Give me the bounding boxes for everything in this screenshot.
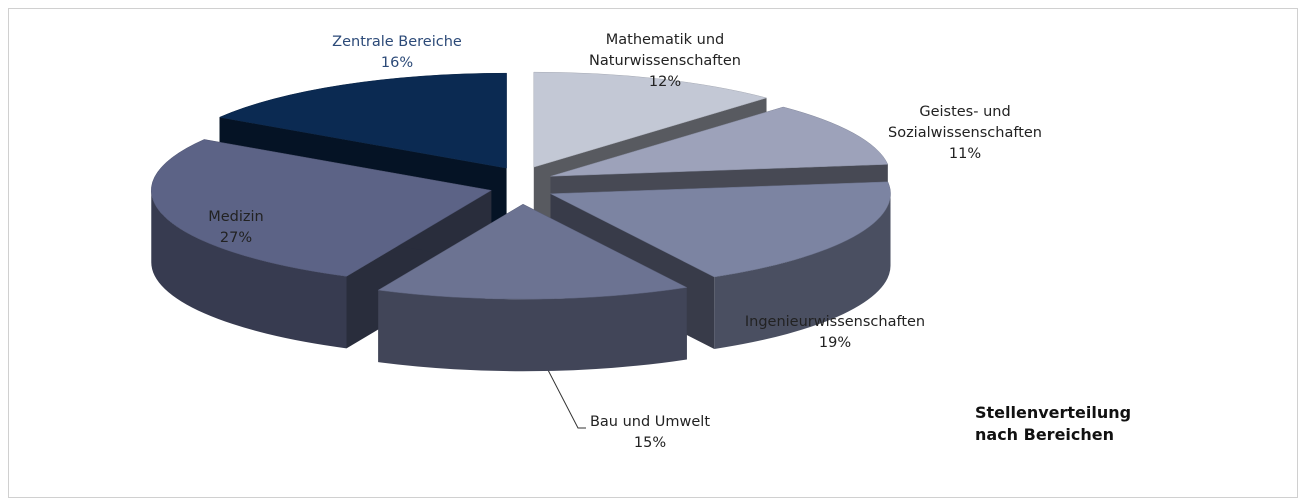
slice-label: Ingenieurwissenschaften 19% — [745, 312, 925, 354]
value-label: 15% — [633, 435, 667, 451]
slice-side — [151, 190, 347, 349]
slice-label: Bau und Umwelt 15% — [590, 412, 710, 454]
slice — [151, 139, 492, 277]
slice-label: Medizin 27% — [208, 207, 264, 249]
value-label: 11% — [948, 146, 982, 162]
category-label: Ingenieurwissenschaften — [744, 314, 926, 330]
value-label: 16% — [380, 55, 414, 71]
value-label: 27% — [219, 230, 253, 246]
slice — [533, 71, 768, 168]
category-label: Zentrale Bereiche — [332, 34, 462, 50]
category-label: Bau und Umwelt — [589, 414, 711, 430]
value-label: 12% — [648, 74, 682, 90]
category-label: Medizin — [208, 209, 264, 225]
category-label: Mathematik und Naturwissenschaften — [589, 32, 741, 69]
slice-label: Zentrale Bereiche 16% — [332, 32, 462, 74]
slice-label: Geistes- und Sozialwissenschaften 11% — [865, 102, 1065, 165]
value-label: 19% — [818, 335, 852, 351]
slice-side — [378, 287, 687, 372]
category-label: Geistes- und Sozialwissenschaften — [888, 104, 1042, 141]
slice-side — [714, 193, 891, 349]
slice — [549, 181, 891, 278]
slice-label: Mathematik und Naturwissenschaften 12% — [565, 30, 765, 93]
slice — [218, 72, 507, 169]
leader-line — [547, 369, 586, 429]
slice — [550, 106, 889, 177]
slice — [377, 203, 688, 300]
chart-title: Stellenverteilung nach Bereichen — [975, 403, 1132, 444]
